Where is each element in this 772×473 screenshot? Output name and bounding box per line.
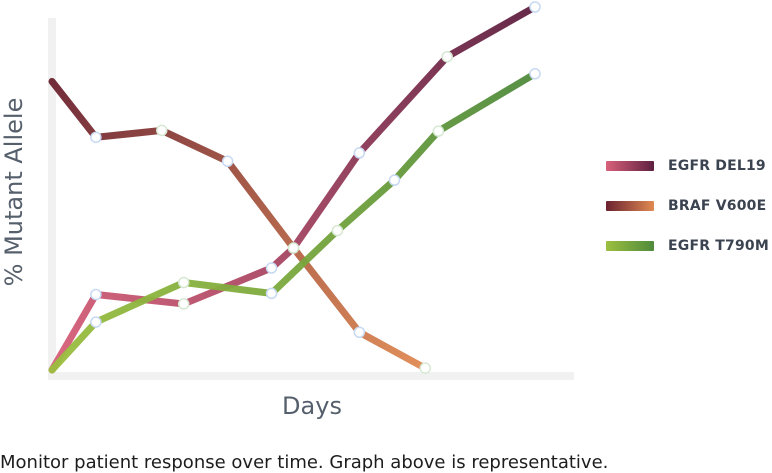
data-point-braf-v600e (156, 124, 168, 137)
x-axis-title: Days (282, 392, 342, 420)
data-point-egfr-del19 (177, 298, 190, 310)
data-point-egfr-t790m (388, 174, 401, 186)
series-line-egfr-t790m (48, 70, 539, 374)
legend-label: EGFR DEL19 (668, 158, 766, 174)
data-point-egfr-t790m (529, 68, 541, 80)
legend-swatch (606, 201, 654, 211)
y-axis-title: % Mutant Allele (0, 98, 28, 287)
legend-item-egfr-t790m: EGFR T790M (606, 226, 769, 266)
data-point-egfr-del19 (529, 1, 541, 13)
data-point-egfr-t790m (331, 224, 344, 237)
y-axis-line (48, 18, 56, 380)
data-point-egfr-del19 (90, 288, 102, 301)
data-point-braf-v600e (353, 326, 366, 338)
legend-label: BRAF V600E (668, 198, 767, 214)
data-point-egfr-t790m (432, 125, 445, 137)
data-point-egfr-t790m (265, 287, 278, 300)
series-line-braf-v600e (48, 77, 429, 372)
caption: Monitor patient response over time. Grap… (0, 452, 609, 473)
legend-item-egfr-del19: EGFR DEL19 (606, 146, 769, 186)
legend-swatch (606, 241, 654, 251)
legend: EGFR DEL19 BRAF V600E EGFR T790M (606, 146, 769, 266)
data-point-egfr-del19 (441, 50, 453, 63)
data-point-egfr-del19 (265, 262, 278, 274)
x-axis-line (48, 372, 574, 380)
data-point-braf-v600e (221, 155, 234, 168)
data-point-braf-v600e (90, 131, 102, 144)
series-line-egfr-del19 (48, 3, 539, 374)
data-point-braf-v600e (419, 362, 431, 374)
data-point-egfr-t790m (177, 276, 190, 289)
data-point-braf-v600e (287, 242, 300, 254)
chart: Days % Mutant Allele (0, 1, 574, 420)
legend-label: EGFR T790M (668, 238, 769, 254)
data-point-egfr-del19 (353, 147, 366, 159)
data-point-egfr-t790m (90, 316, 102, 328)
legend-swatch (606, 161, 654, 171)
legend-item-braf-v600e: BRAF V600E (606, 186, 769, 226)
